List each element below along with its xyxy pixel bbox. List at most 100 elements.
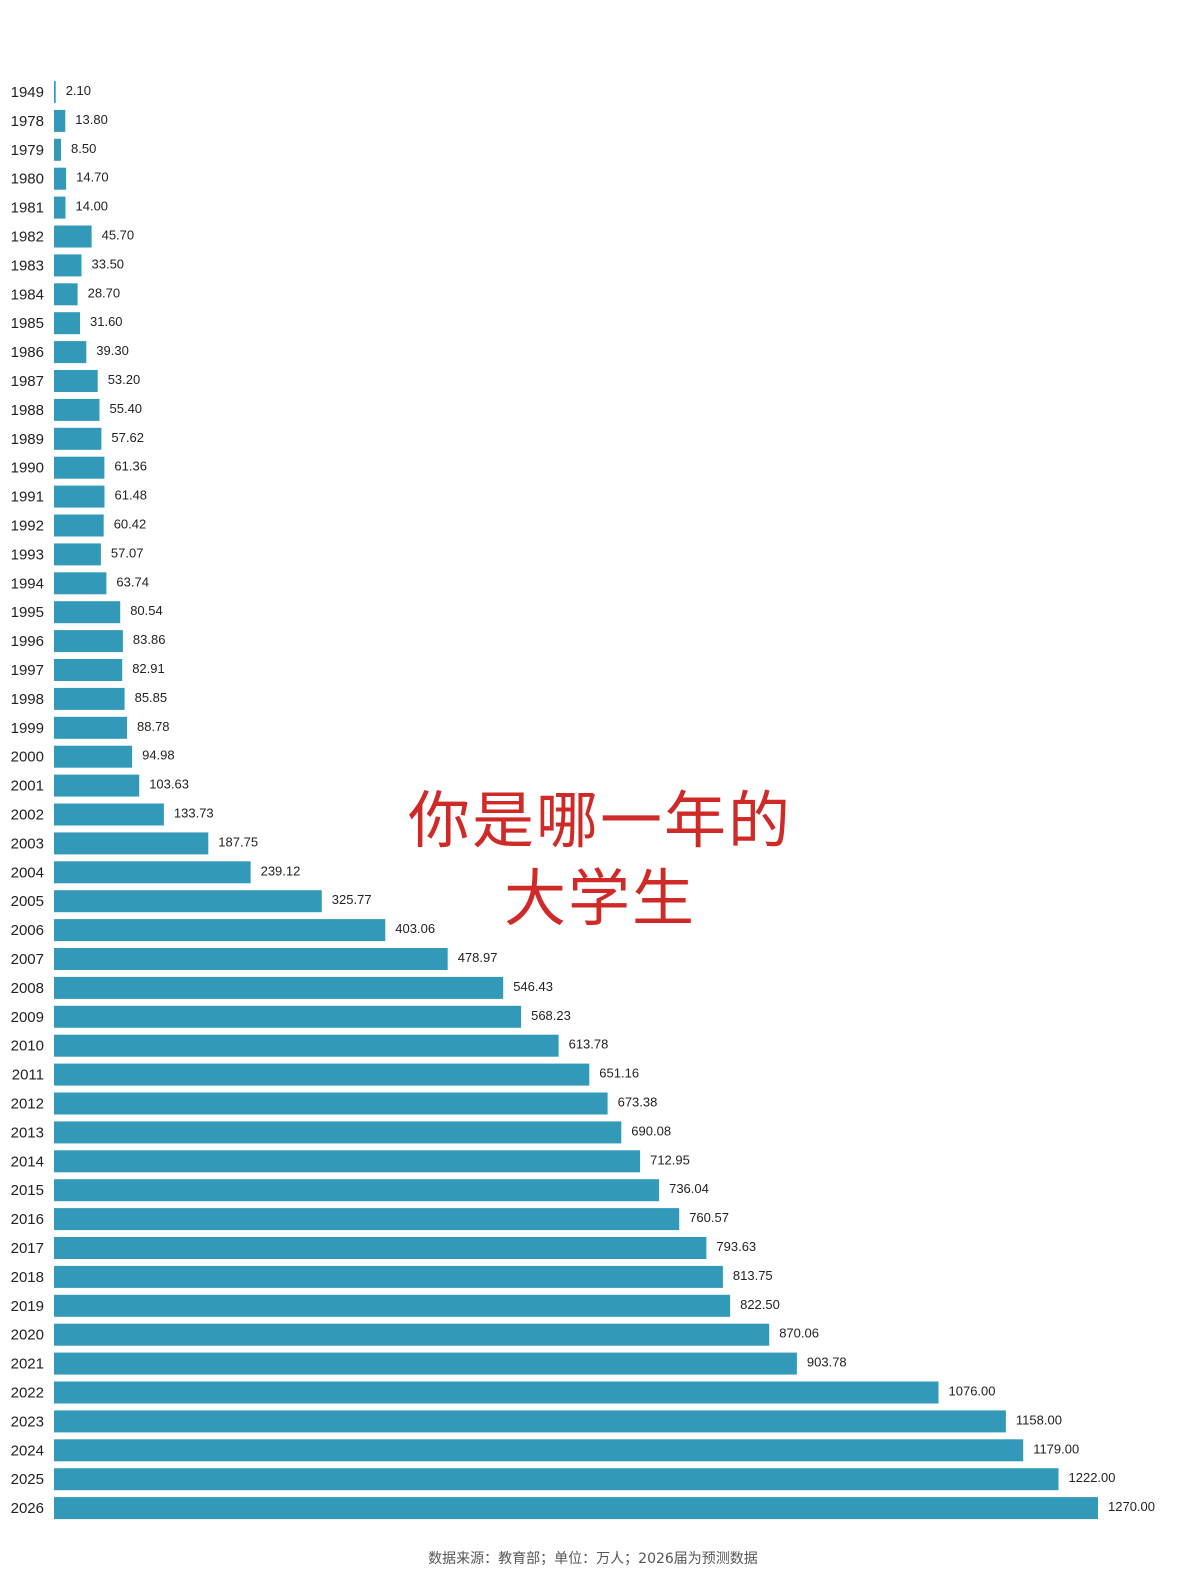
bar-group	[54, 81, 1098, 1520]
bar-2011	[54, 1063, 590, 1086]
value-label-1978: 13.80	[75, 112, 108, 127]
value-label-2010: 613.78	[569, 1037, 609, 1052]
category-label-1992: 1992	[11, 518, 44, 535]
category-label-1978: 1978	[11, 113, 44, 130]
category-label-1949: 1949	[11, 84, 44, 101]
bar-2024	[54, 1439, 1024, 1462]
category-label-1990: 1990	[11, 460, 44, 477]
value-label-1986: 39.30	[96, 343, 129, 358]
value-label-1993: 57.07	[111, 545, 144, 560]
category-label-2025: 2025	[11, 1471, 44, 1488]
value-label-1984: 28.70	[88, 285, 121, 300]
category-label-2022: 2022	[11, 1385, 44, 1402]
value-label-1980: 14.70	[76, 170, 109, 185]
value-label-2009: 568.23	[531, 1008, 571, 1023]
bar-1981	[54, 196, 66, 219]
bar-1984	[54, 283, 78, 306]
value-label-2003: 187.75	[218, 834, 258, 849]
bar-1986	[54, 341, 87, 364]
value-label-1982: 45.70	[102, 228, 135, 243]
bar-1992	[54, 514, 104, 537]
bar-2026	[54, 1497, 1098, 1520]
bar-2020	[54, 1323, 770, 1346]
bar-2010	[54, 1034, 559, 1057]
bar-2019	[54, 1294, 731, 1317]
category-label-2026: 2026	[11, 1500, 44, 1517]
bar-1978	[54, 109, 66, 132]
category-label-1982: 1982	[11, 229, 44, 246]
category-label-1989: 1989	[11, 431, 44, 448]
category-label-1996: 1996	[11, 633, 44, 650]
category-labels: 1949 1978 1979 1980 1981 1982 1983 1984 1985 1986…	[11, 84, 44, 1517]
value-label-1996: 83.86	[133, 632, 166, 647]
category-label-2024: 2024	[11, 1442, 44, 1459]
value-label-1983: 33.50	[92, 256, 125, 271]
category-label-2009: 2009	[11, 1009, 44, 1026]
category-label-2017: 2017	[11, 1240, 44, 1257]
bar-2018	[54, 1265, 723, 1288]
bar-1997	[54, 659, 123, 681]
bar-1983	[54, 254, 82, 277]
value-label-1994: 63.74	[116, 574, 149, 589]
bar-2008	[54, 976, 504, 999]
bar-1991	[54, 485, 105, 508]
bar-1999	[54, 716, 127, 739]
category-label-1985: 1985	[11, 315, 44, 332]
value-label-1999: 88.78	[137, 719, 170, 734]
bar-1982	[54, 225, 92, 248]
bar-2016	[54, 1208, 680, 1231]
category-label-2023: 2023	[11, 1413, 44, 1430]
category-label-2006: 2006	[11, 922, 44, 939]
bar-1979	[54, 138, 61, 161]
category-label-2012: 2012	[11, 1096, 44, 1113]
value-label-2000: 94.98	[142, 748, 175, 763]
bar-2007	[54, 948, 448, 970]
bar-2006	[54, 919, 386, 942]
value-label-1987: 53.20	[108, 372, 141, 387]
category-label-1988: 1988	[11, 402, 44, 419]
bar-1980	[54, 167, 67, 190]
bar-1988	[54, 398, 100, 421]
category-label-1995: 1995	[11, 604, 44, 621]
bar-1998	[54, 687, 125, 710]
value-label-2005: 325.77	[332, 892, 372, 907]
category-label-2018: 2018	[11, 1269, 44, 1286]
value-label-1979: 8.50	[71, 141, 96, 156]
value-label-2016: 760.57	[689, 1210, 729, 1225]
bar-2005	[54, 890, 322, 913]
value-label-1995: 80.54	[130, 603, 163, 618]
value-label-2014: 712.95	[650, 1152, 690, 1167]
value-label-2020: 870.06	[779, 1326, 819, 1341]
category-label-2015: 2015	[11, 1182, 44, 1199]
bar-1985	[54, 312, 80, 335]
category-label-2013: 2013	[11, 1124, 44, 1141]
category-label-1986: 1986	[11, 344, 44, 361]
value-label-2026: 1270.00	[1108, 1499, 1155, 1514]
category-label-2019: 2019	[11, 1298, 44, 1315]
value-label-2024: 1179.00	[1033, 1441, 1079, 1456]
bar-1989	[54, 427, 102, 450]
category-label-1999: 1999	[11, 720, 44, 737]
value-label-2019: 822.50	[740, 1297, 780, 1312]
value-label-2004: 239.12	[261, 863, 301, 878]
value-label-1992: 60.42	[114, 517, 147, 532]
category-label-2004: 2004	[11, 864, 44, 881]
bar-1996	[54, 630, 123, 653]
category-label-2011: 2011	[12, 1067, 44, 1084]
value-label-2018: 813.75	[733, 1268, 773, 1283]
category-label-1980: 1980	[11, 171, 44, 188]
value-label-2021: 903.78	[807, 1355, 847, 1370]
value-label-2011: 651.16	[599, 1066, 639, 1081]
category-label-1987: 1987	[11, 373, 44, 390]
bar-2003	[54, 832, 209, 855]
value-label-2023: 1158.00	[1016, 1412, 1062, 1427]
bar-1949	[54, 81, 56, 103]
category-label-2000: 2000	[11, 749, 44, 766]
bar-2009	[54, 1005, 522, 1028]
category-label-2007: 2007	[11, 951, 44, 968]
category-label-2003: 2003	[11, 835, 44, 852]
value-label-2012: 673.38	[618, 1095, 658, 1110]
bar-2022	[54, 1381, 939, 1404]
value-label-2001: 103.63	[149, 777, 189, 792]
category-label-1998: 1998	[11, 691, 44, 708]
